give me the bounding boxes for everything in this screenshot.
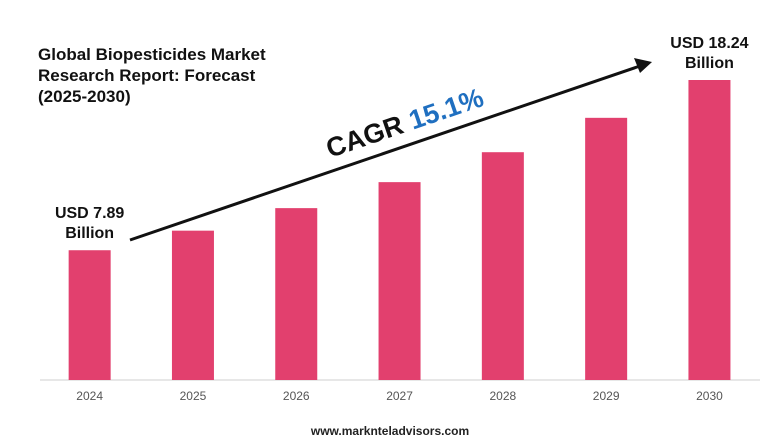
arrow-head: [634, 58, 652, 73]
x-tick-label: 2025: [180, 389, 207, 403]
cagr-value: 15.1%: [405, 82, 487, 135]
bar: [585, 117, 628, 380]
x-tick-label: 2030: [696, 389, 723, 403]
value-label: USD 18.24 Billion: [670, 35, 749, 72]
x-tick-label: 2028: [489, 389, 516, 403]
trend-arrow: [129, 64, 641, 242]
bar: [68, 250, 111, 380]
chart-title: Global Biopesticides Market Research Rep…: [38, 45, 266, 106]
x-tick-label: 2026: [283, 389, 310, 403]
footer: www.marknteladvisors.com: [310, 424, 470, 438]
x-tick-label: 2027: [386, 389, 413, 403]
cagr-label: CAGR: [322, 110, 407, 164]
bar: [275, 208, 318, 380]
x-tick-label: 2029: [593, 389, 620, 403]
cagr-annotation: CAGR15.1%: [322, 82, 487, 163]
bar: [481, 152, 524, 380]
bar: [688, 80, 731, 380]
x-tick-label: 2024: [76, 389, 103, 403]
bar: [378, 182, 421, 380]
value-label: USD 7.89 Billion: [54, 205, 125, 243]
bar: [171, 230, 214, 380]
